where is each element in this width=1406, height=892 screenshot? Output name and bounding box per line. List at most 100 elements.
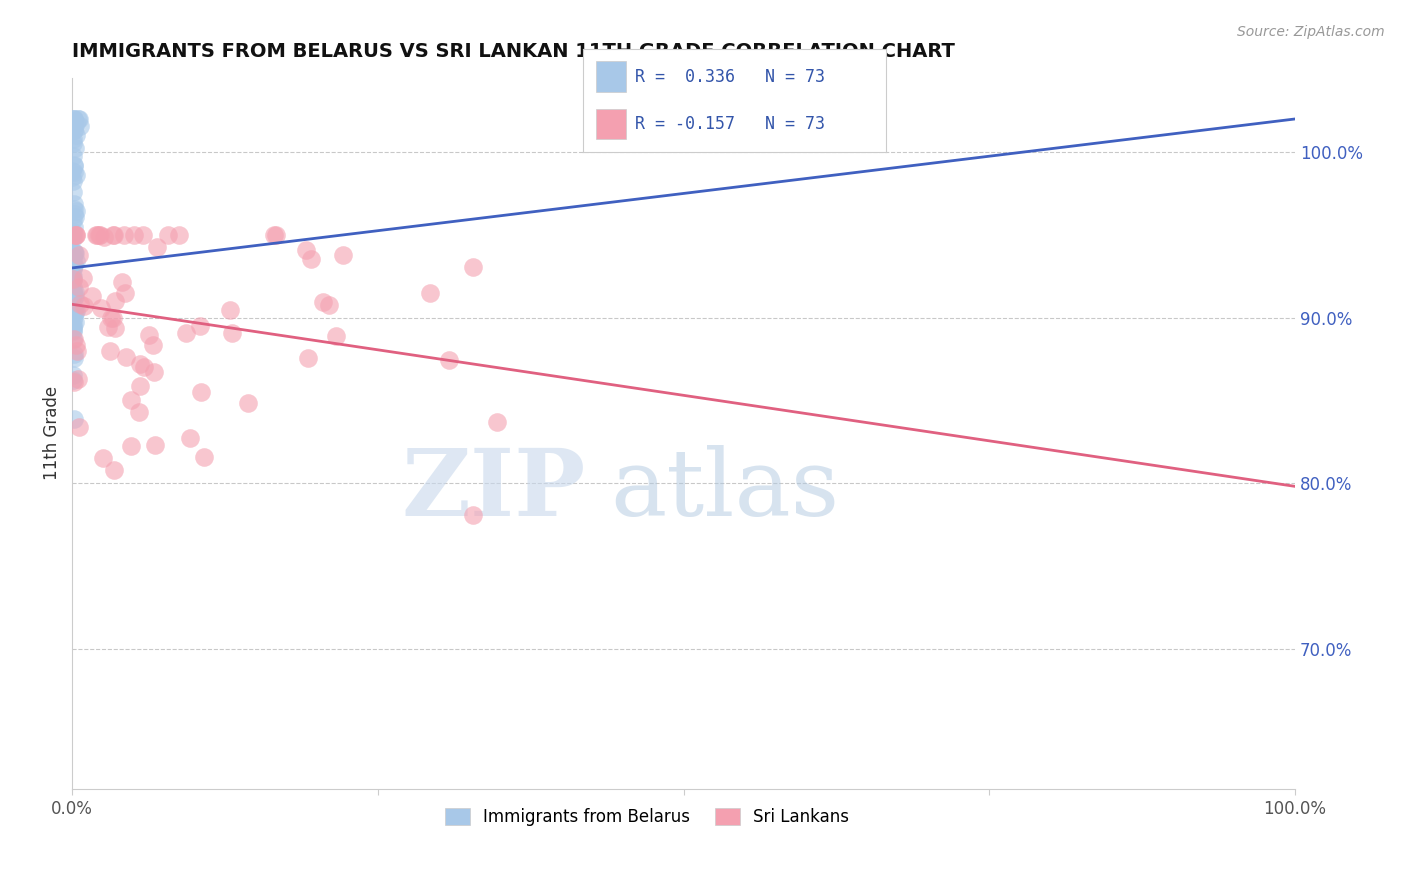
Point xyxy=(65,115,87,129)
Point xyxy=(62,136,84,151)
Point xyxy=(138,327,160,342)
Point xyxy=(62,280,84,294)
Point xyxy=(66,372,89,386)
Point xyxy=(63,220,86,235)
Point xyxy=(114,285,136,300)
Point xyxy=(60,163,83,178)
Point xyxy=(179,431,201,445)
Bar xyxy=(596,62,626,92)
Point xyxy=(62,202,84,216)
Point xyxy=(332,248,354,262)
Point xyxy=(82,289,104,303)
Point xyxy=(264,227,287,242)
Point xyxy=(62,285,84,300)
Point xyxy=(62,229,84,244)
Point xyxy=(62,112,84,126)
Point xyxy=(65,227,87,242)
Point xyxy=(65,128,87,142)
Point xyxy=(62,132,84,146)
Point xyxy=(91,451,114,466)
Legend: Immigrants from Belarus, Sri Lankans: Immigrants from Belarus, Sri Lankans xyxy=(436,799,858,834)
Point xyxy=(63,207,86,221)
Point xyxy=(129,357,152,371)
Point xyxy=(190,385,212,400)
Point xyxy=(111,275,134,289)
Point xyxy=(115,350,138,364)
Point xyxy=(62,309,84,323)
Point xyxy=(89,227,111,242)
Point xyxy=(65,305,87,319)
Point xyxy=(66,112,89,126)
Point xyxy=(62,319,84,334)
Bar xyxy=(596,109,626,139)
Point xyxy=(63,122,86,136)
Point xyxy=(62,258,84,272)
Point xyxy=(62,225,84,239)
Point xyxy=(174,326,197,340)
Point xyxy=(65,303,87,318)
Point xyxy=(120,392,142,407)
Point xyxy=(120,439,142,453)
Point xyxy=(69,120,91,134)
Point xyxy=(62,314,84,328)
Point xyxy=(129,379,152,393)
Point xyxy=(62,149,84,163)
Point xyxy=(297,351,319,365)
Point xyxy=(62,123,84,137)
Point xyxy=(63,291,86,305)
Point xyxy=(419,285,441,300)
Point xyxy=(100,343,122,358)
Point xyxy=(62,305,84,319)
Point xyxy=(63,210,86,224)
Point xyxy=(157,227,180,242)
Point xyxy=(62,227,84,241)
Point xyxy=(62,249,84,263)
Point xyxy=(142,338,165,352)
Point xyxy=(67,420,90,434)
Point xyxy=(132,359,155,374)
Text: IMMIGRANTS FROM BELARUS VS SRI LANKAN 11TH GRADE CORRELATION CHART: IMMIGRANTS FROM BELARUS VS SRI LANKAN 11… xyxy=(72,42,955,61)
Point xyxy=(63,412,86,426)
Point xyxy=(67,280,90,294)
Point xyxy=(69,297,91,311)
Point xyxy=(103,227,125,242)
Point xyxy=(67,248,90,262)
Point xyxy=(143,438,166,452)
Point xyxy=(65,168,87,182)
Point xyxy=(128,404,150,418)
Point xyxy=(62,273,84,287)
Point xyxy=(104,321,127,335)
Point xyxy=(145,240,167,254)
Point xyxy=(238,396,260,410)
Point xyxy=(62,375,84,389)
Point xyxy=(62,169,84,184)
Point xyxy=(72,299,94,313)
Point xyxy=(63,246,86,260)
Point xyxy=(188,318,211,333)
Point xyxy=(62,185,84,199)
Point xyxy=(62,320,84,334)
Point xyxy=(103,463,125,477)
Point xyxy=(318,298,340,312)
Point xyxy=(65,204,87,219)
Point xyxy=(63,351,86,365)
Point xyxy=(63,246,86,260)
Point xyxy=(63,197,86,211)
Point xyxy=(167,227,190,242)
Point xyxy=(100,310,122,325)
Point xyxy=(65,227,87,242)
Point xyxy=(101,310,124,325)
Point xyxy=(62,289,84,303)
Point xyxy=(62,258,84,272)
Point xyxy=(62,231,84,245)
Point xyxy=(69,112,91,126)
Point xyxy=(463,260,485,274)
Point xyxy=(63,285,86,300)
Point xyxy=(60,272,83,286)
Text: ZIP: ZIP xyxy=(402,445,586,535)
Point xyxy=(62,117,84,131)
Point xyxy=(62,257,84,271)
Point xyxy=(104,293,127,308)
Point xyxy=(62,324,84,338)
Point xyxy=(63,165,86,179)
